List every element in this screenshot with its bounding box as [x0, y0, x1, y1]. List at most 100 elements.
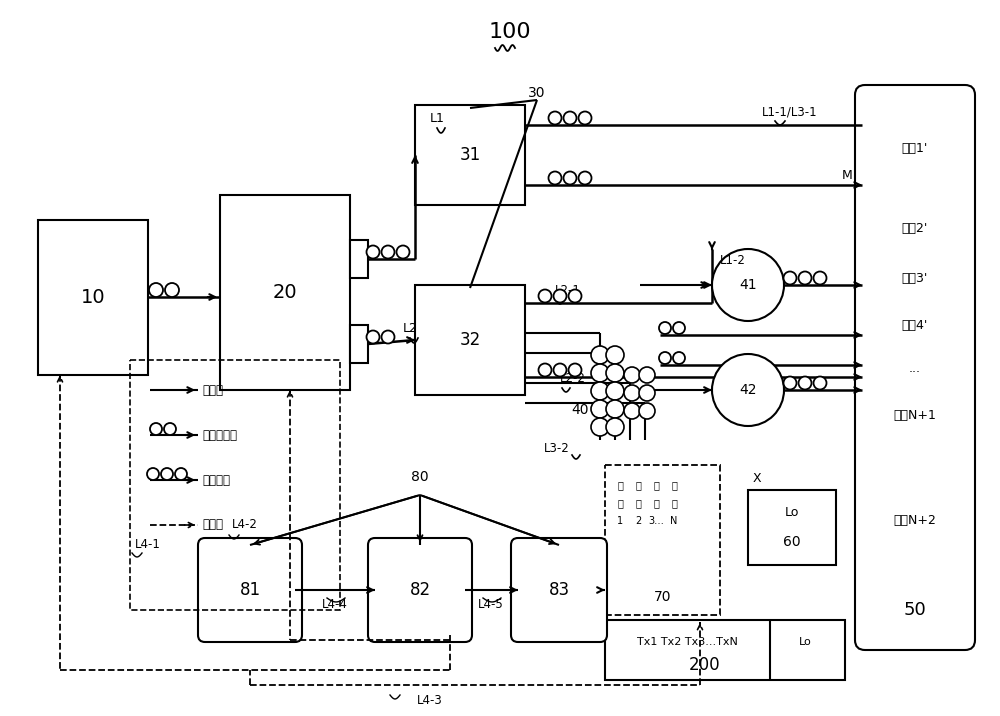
- Circle shape: [606, 418, 624, 436]
- Text: L1-2: L1-2: [720, 253, 746, 266]
- Circle shape: [659, 352, 671, 364]
- Circle shape: [538, 364, 552, 377]
- Text: X: X: [753, 472, 761, 485]
- Bar: [605, 465, 720, 615]
- FancyBboxPatch shape: [855, 85, 975, 650]
- Text: 10: 10: [81, 288, 105, 307]
- Circle shape: [150, 423, 162, 435]
- Text: 保偏光纤: 保偏光纤: [202, 473, 230, 486]
- Circle shape: [591, 400, 609, 418]
- Text: 通: 通: [653, 480, 659, 490]
- Circle shape: [639, 385, 655, 401]
- Text: 非保偏光纤: 非保偏光纤: [202, 428, 237, 442]
- Text: 70: 70: [654, 590, 671, 604]
- Circle shape: [673, 352, 685, 364]
- Circle shape: [624, 367, 640, 383]
- Text: L4-1: L4-1: [135, 538, 161, 551]
- Text: 控制线: 控制线: [202, 518, 223, 531]
- Circle shape: [367, 246, 380, 258]
- Text: 20: 20: [273, 283, 297, 302]
- Text: 通道3': 通道3': [902, 271, 928, 284]
- Circle shape: [639, 367, 655, 383]
- Circle shape: [164, 423, 176, 435]
- Circle shape: [568, 364, 582, 377]
- Circle shape: [568, 289, 582, 302]
- Text: 50: 50: [904, 601, 926, 619]
- Circle shape: [149, 283, 163, 297]
- Text: 通道N+1: 通道N+1: [894, 409, 936, 422]
- Text: 30: 30: [528, 86, 546, 100]
- Text: L1: L1: [430, 112, 445, 125]
- Text: N: N: [670, 516, 678, 526]
- Text: M: M: [842, 168, 852, 181]
- Circle shape: [591, 418, 609, 436]
- Circle shape: [564, 112, 576, 125]
- Circle shape: [554, 364, 566, 377]
- Circle shape: [548, 112, 562, 125]
- Text: 通: 通: [617, 480, 623, 490]
- Text: 60: 60: [783, 535, 801, 549]
- Text: L1-1/L3-1: L1-1/L3-1: [762, 105, 818, 119]
- Circle shape: [367, 331, 380, 344]
- Bar: [415, 285, 525, 395]
- Text: L3-2: L3-2: [544, 442, 570, 455]
- Circle shape: [814, 377, 826, 390]
- Text: 82: 82: [409, 581, 431, 599]
- Text: Lo: Lo: [799, 637, 811, 647]
- Text: 1: 1: [617, 516, 623, 526]
- Circle shape: [175, 468, 187, 480]
- Circle shape: [606, 364, 624, 382]
- Circle shape: [606, 346, 624, 364]
- Circle shape: [161, 468, 173, 480]
- Circle shape: [578, 112, 592, 125]
- Circle shape: [548, 172, 562, 185]
- Circle shape: [814, 271, 826, 284]
- Bar: [415, 105, 525, 205]
- Circle shape: [798, 377, 812, 390]
- Text: 通道4': 通道4': [902, 319, 928, 332]
- Text: 81: 81: [239, 581, 261, 599]
- Circle shape: [624, 403, 640, 419]
- Circle shape: [659, 322, 671, 334]
- Text: 200: 200: [689, 656, 721, 674]
- Text: L4-2: L4-2: [232, 518, 258, 531]
- Text: 通道2': 通道2': [902, 221, 928, 235]
- Text: 42: 42: [739, 383, 757, 397]
- Bar: [350, 325, 368, 363]
- Circle shape: [591, 346, 609, 364]
- Text: 3…: 3…: [648, 516, 664, 526]
- Bar: [38, 220, 148, 375]
- Circle shape: [606, 400, 624, 418]
- Text: L4-5: L4-5: [478, 597, 504, 611]
- Text: L4-3: L4-3: [417, 694, 443, 707]
- Text: Lo: Lo: [785, 505, 799, 518]
- Bar: [605, 620, 845, 680]
- Text: 2: 2: [635, 516, 641, 526]
- Text: 通: 通: [671, 480, 677, 490]
- Text: L2: L2: [403, 321, 418, 334]
- Text: L2-2: L2-2: [560, 372, 586, 384]
- Bar: [130, 360, 340, 610]
- Text: 道: 道: [617, 498, 623, 508]
- Circle shape: [564, 172, 576, 185]
- Circle shape: [165, 283, 179, 297]
- Text: 道: 道: [653, 498, 659, 508]
- Bar: [350, 240, 368, 278]
- Bar: [220, 195, 350, 390]
- Circle shape: [591, 382, 609, 400]
- Bar: [748, 490, 836, 565]
- FancyBboxPatch shape: [198, 538, 302, 642]
- Text: 通道N+2: 通道N+2: [894, 513, 936, 526]
- Text: 道: 道: [635, 498, 641, 508]
- Circle shape: [538, 289, 552, 302]
- Circle shape: [798, 271, 812, 284]
- FancyBboxPatch shape: [511, 538, 607, 642]
- Text: 32: 32: [459, 331, 481, 349]
- Text: ...: ...: [909, 362, 921, 374]
- Circle shape: [673, 322, 685, 334]
- Text: 100: 100: [489, 22, 531, 42]
- Circle shape: [578, 172, 592, 185]
- Text: Tx1 Tx2 Tx3...TxN: Tx1 Tx2 Tx3...TxN: [637, 637, 737, 647]
- Circle shape: [147, 468, 159, 480]
- Circle shape: [712, 354, 784, 426]
